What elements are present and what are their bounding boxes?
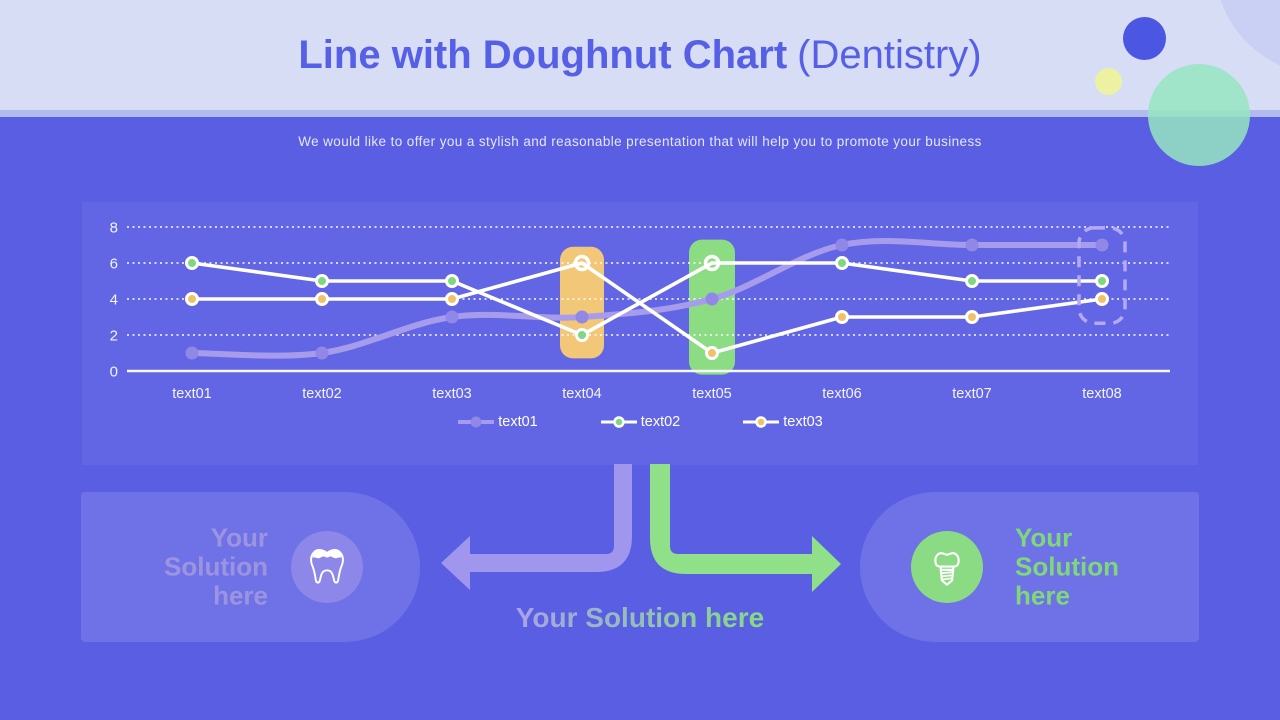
x-tick-label: text06 xyxy=(822,386,862,402)
y-tick-label: 8 xyxy=(110,220,118,237)
legend-item-text02: text02 xyxy=(600,414,681,430)
x-tick-label: text08 xyxy=(1082,386,1122,402)
legend-marker-text02 xyxy=(600,416,637,428)
chart-legend: text01 text02 text03 xyxy=(82,414,1198,430)
solution-line: Solution xyxy=(164,551,268,582)
tooth-icon xyxy=(310,549,344,584)
line-chart: 0 2 4 6 8 text01 text02 text03 text04 text05 text0… xyxy=(110,220,1170,402)
marker-text01-text04 xyxy=(575,310,589,324)
marker-text01-text02 xyxy=(315,346,329,360)
implant-icon xyxy=(934,552,960,586)
marker-text01-text08 xyxy=(1095,238,1109,252)
series-line-text02 xyxy=(190,261,1104,337)
series-line-text03 xyxy=(190,261,1104,355)
marker-text01-text07 xyxy=(965,238,979,252)
chart-panel: 0 2 4 6 8 text01 text02 text03 text04 text05 text0… xyxy=(82,202,1198,465)
solution-card-left: Your Solution here xyxy=(81,492,420,642)
header-divider-strip xyxy=(0,110,1280,117)
series-line-text01 xyxy=(189,238,1105,359)
title-suffix: (Dentistry) xyxy=(797,32,982,77)
marker-text02-text01 xyxy=(185,256,199,270)
legend-label: text02 xyxy=(640,414,681,430)
solution-line: here xyxy=(213,580,268,611)
solution-line: Your xyxy=(210,522,268,553)
legend-marker-text01 xyxy=(458,416,495,428)
decor-circle-yellow xyxy=(1095,68,1122,95)
highlight-dashed-text08 xyxy=(1077,226,1127,326)
marker-text02-text08 xyxy=(1095,274,1109,288)
x-tick-label: text02 xyxy=(302,386,342,402)
solution-card-right: Your Solution here xyxy=(860,492,1199,642)
title-main: Line with Doughnut Chart xyxy=(298,32,788,77)
y-tick-label: 0 xyxy=(110,364,118,381)
y-tick-label: 6 xyxy=(110,256,118,273)
hollow-marker-text02-text05 xyxy=(703,254,721,272)
solution-card-right-text: Your Solution here xyxy=(1015,522,1199,611)
center-solution-label: Your Solution here xyxy=(0,602,1280,634)
marker-text02-text04 xyxy=(575,328,589,342)
legend-item-text01: text01 xyxy=(457,414,538,430)
marker-text01-text03 xyxy=(445,310,459,324)
marker-text03-text02 xyxy=(315,292,329,306)
marker-text01-text06 xyxy=(835,238,849,252)
marker-text02-text07 xyxy=(965,274,979,288)
marker-text03-text05 xyxy=(705,346,719,360)
marker-text01-text05 xyxy=(705,292,719,306)
slide-title: Line with Doughnut Chart (Dentistry) xyxy=(298,33,981,78)
legend-label: text01 xyxy=(498,414,538,430)
tooth-icon-circle xyxy=(291,531,363,603)
x-tick-label: text05 xyxy=(692,386,732,402)
arrow-right xyxy=(650,464,841,592)
y-tick-label: 4 xyxy=(110,292,118,309)
marker-text01-text01 xyxy=(185,346,199,360)
legend-item-text03: text03 xyxy=(742,414,823,430)
header: Line with Doughnut Chart (Dentistry) xyxy=(0,0,1280,110)
x-tick-label: text03 xyxy=(432,386,472,402)
x-tick-label: text07 xyxy=(952,386,992,402)
y-tick-label: 2 xyxy=(110,328,118,345)
decor-circle-mint xyxy=(1148,64,1250,166)
arrow-left xyxy=(441,464,632,590)
marker-text03-text07 xyxy=(965,310,979,324)
marker-text03-text01 xyxy=(185,292,199,306)
highlight-band-text05 xyxy=(689,239,735,375)
solution-line: Solution xyxy=(1015,551,1119,582)
marker-text02-text06 xyxy=(835,256,849,270)
x-tick-label: text01 xyxy=(172,386,212,402)
corner-decor-circle xyxy=(1215,0,1280,75)
decor-circle-blue xyxy=(1123,17,1166,60)
solution-card-left-text: Your Solution here xyxy=(81,522,268,611)
marker-text02-text03 xyxy=(445,274,459,288)
subtitle: We would like to offer you a stylish and… xyxy=(298,134,982,149)
marker-text03-text08 xyxy=(1095,292,1109,306)
marker-text03-text06 xyxy=(835,310,849,324)
marker-text03-text03 xyxy=(445,292,459,306)
implant-icon-circle xyxy=(911,531,983,603)
legend-label: text03 xyxy=(783,414,823,430)
solution-line: here xyxy=(1015,580,1070,611)
solution-line: Your xyxy=(1015,522,1073,553)
legend-marker-text03 xyxy=(743,416,780,428)
x-tick-label: text04 xyxy=(562,386,602,402)
hollow-marker-text03-text04 xyxy=(573,254,591,272)
marker-text02-text02 xyxy=(315,274,329,288)
